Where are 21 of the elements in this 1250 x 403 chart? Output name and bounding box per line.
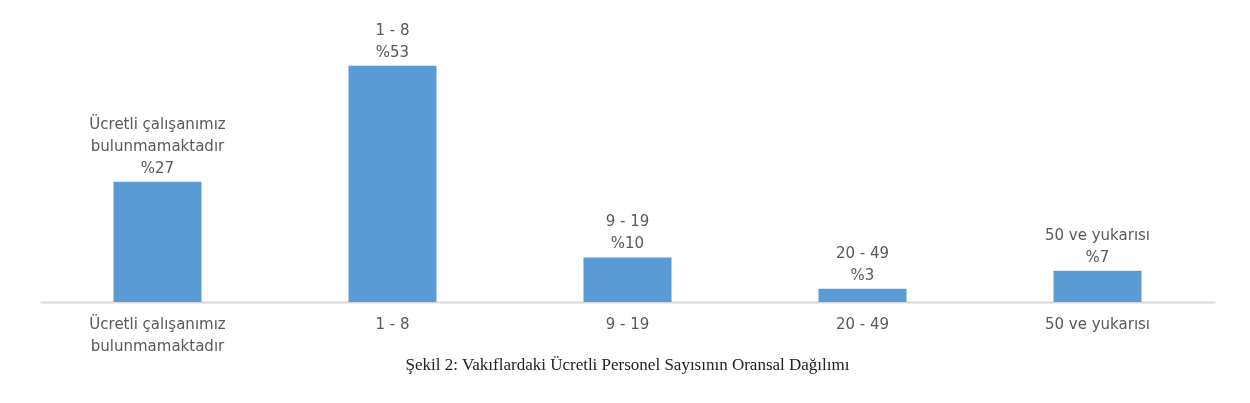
x-tick-label: 9 - 19	[605, 314, 650, 333]
data-label: %3	[850, 265, 875, 284]
x-tick-label: 50 ve yukarısı	[1044, 314, 1151, 333]
bar	[348, 65, 437, 302]
x-tick-label: Ücretli çalışanımız bulunmamaktadır	[89, 313, 226, 355]
annotation: 9 - 19	[605, 212, 650, 231]
annotation: Ücretli çalışanımız bulunmamaktadır	[89, 113, 226, 155]
bar	[818, 288, 907, 302]
bar	[113, 181, 202, 302]
annotation: 20 - 49	[835, 243, 890, 262]
data-label: %10	[610, 234, 645, 253]
x-tick-label: 20 - 49	[835, 314, 890, 333]
data-label: %27	[140, 158, 175, 177]
data-label: %53	[375, 42, 410, 61]
data-label: %7	[1085, 247, 1110, 266]
x-tick-label: 1 - 8	[375, 314, 410, 333]
bar	[1053, 270, 1142, 302]
text: Şekil 2: Vakıflardaki Ücretli Personel Sayısının Oransal Dağılımı	[405, 355, 850, 374]
annotation: 1 - 8	[375, 20, 410, 39]
annotation: 50 ve yukarısı	[1044, 225, 1151, 244]
bar	[583, 257, 672, 302]
